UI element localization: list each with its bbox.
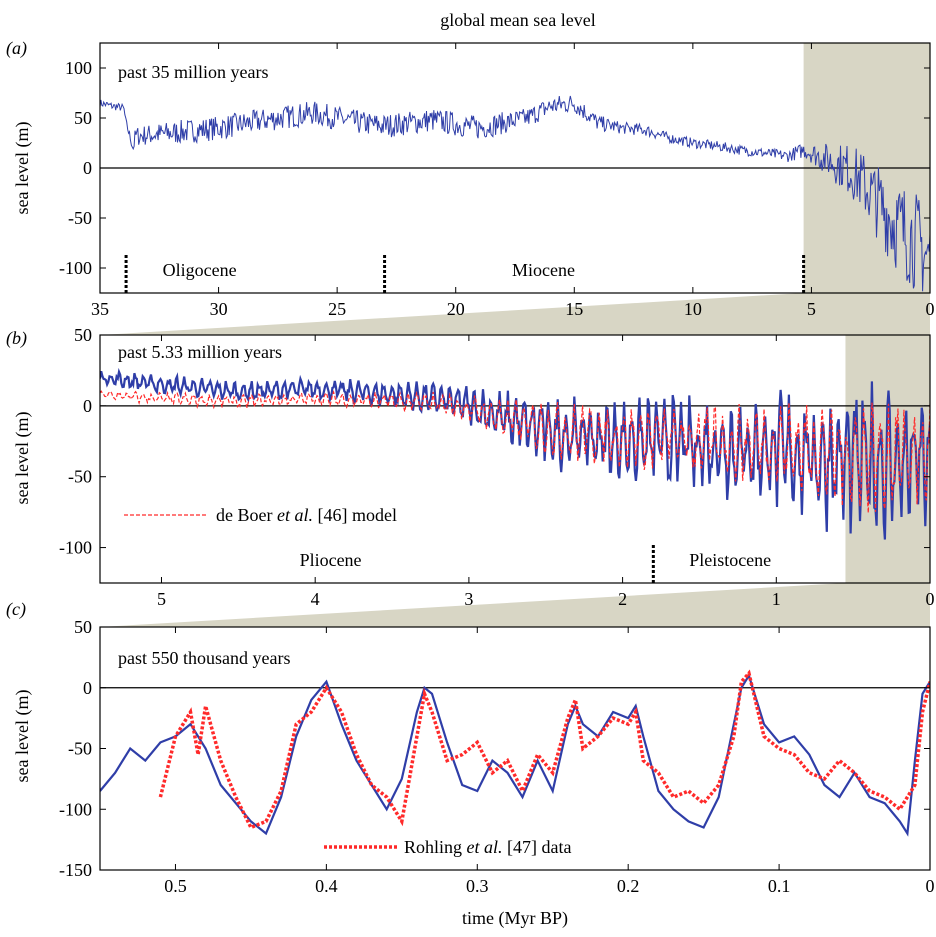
series-line-reference [100,390,930,513]
y-tick-label: -150 [59,860,92,880]
x-tick-label: 5 [807,299,816,319]
x-tick-label: 15 [565,299,583,319]
y-tick-label: 0 [83,158,92,178]
figure-title: global mean sea level [440,10,595,30]
y-tick-label: 0 [83,396,92,416]
series-line-model [100,672,930,837]
epoch-label: Miocene [512,260,575,280]
y-tick-label: 50 [74,325,92,345]
x-tick-label: 30 [210,299,228,319]
panel-a: (a) past 35 million years sea level (m) … [6,38,935,319]
x-tick-label: 3 [464,589,473,609]
x-axis-label: time (Myr BP) [462,908,568,929]
epoch-label: Oligocene [163,260,237,280]
plot-area [100,367,930,540]
epoch-label: Pliocene [300,550,362,570]
series-line-model [100,95,930,292]
x-tick-label: 0.5 [164,876,187,896]
x-tick-label: 2 [618,589,627,609]
zoom-connector-b-c [100,583,930,627]
y-tick-label: -100 [59,538,92,558]
y-tick-label: 0 [83,678,92,698]
panel-c-tag: (c) [6,599,26,620]
panel-b: (b) past 5.33 million years sea level (m… [6,325,935,609]
panel-c: (c) past 550 thousand years sea level (m… [6,599,935,896]
panel-b-title: past 5.33 million years [118,342,282,362]
panel-c-legend-label: Rohling et al. [47] data [404,837,571,857]
x-tick-label: 5 [157,589,166,609]
plot-area [100,669,930,837]
panel-b-ylabel: sea level (m) [12,412,33,505]
x-tick-label: 25 [328,299,346,319]
y-tick-label: -50 [68,739,92,759]
axes-frame [99,334,931,584]
panel-b-legend-label: de Boer et al. [46] model [216,505,397,525]
y-tick-label: -100 [59,799,92,819]
panel-c-title: past 550 thousand years [118,648,290,668]
panel-a-ylabel: sea level (m) [12,122,33,215]
x-tick-label: 10 [684,299,702,319]
y-tick-label: -50 [68,467,92,487]
x-tick-label: 0 [926,589,935,609]
x-tick-label: 35 [91,299,109,319]
x-tick-label: 1 [772,589,781,609]
x-tick-label: 0.3 [466,876,489,896]
zoom-connector-a-b [100,293,930,335]
panel-a-tag: (a) [6,38,27,59]
epoch-label: Pleistocene [689,550,771,570]
x-tick-label: 0.2 [617,876,640,896]
x-tick-label: 4 [311,589,320,609]
panel-a-title: past 35 million years [118,62,268,82]
x-tick-label: 0.4 [315,876,338,896]
y-tick-label: 50 [74,617,92,637]
x-tick-label: 20 [447,299,465,319]
x-tick-label: 0 [926,299,935,319]
series-line-reference [158,669,930,830]
y-tick-label: 50 [74,108,92,128]
panel-b-tag: (b) [6,328,27,349]
zoom-connectors [100,293,930,627]
panel-c-ylabel: sea level (m) [12,690,33,783]
y-tick-label: 100 [65,58,92,78]
y-tick-label: -100 [59,258,92,278]
x-tick-label: 0 [926,876,935,896]
plot-area [100,95,930,292]
y-tick-label: -50 [68,208,92,228]
x-tick-label: 0.1 [768,876,791,896]
